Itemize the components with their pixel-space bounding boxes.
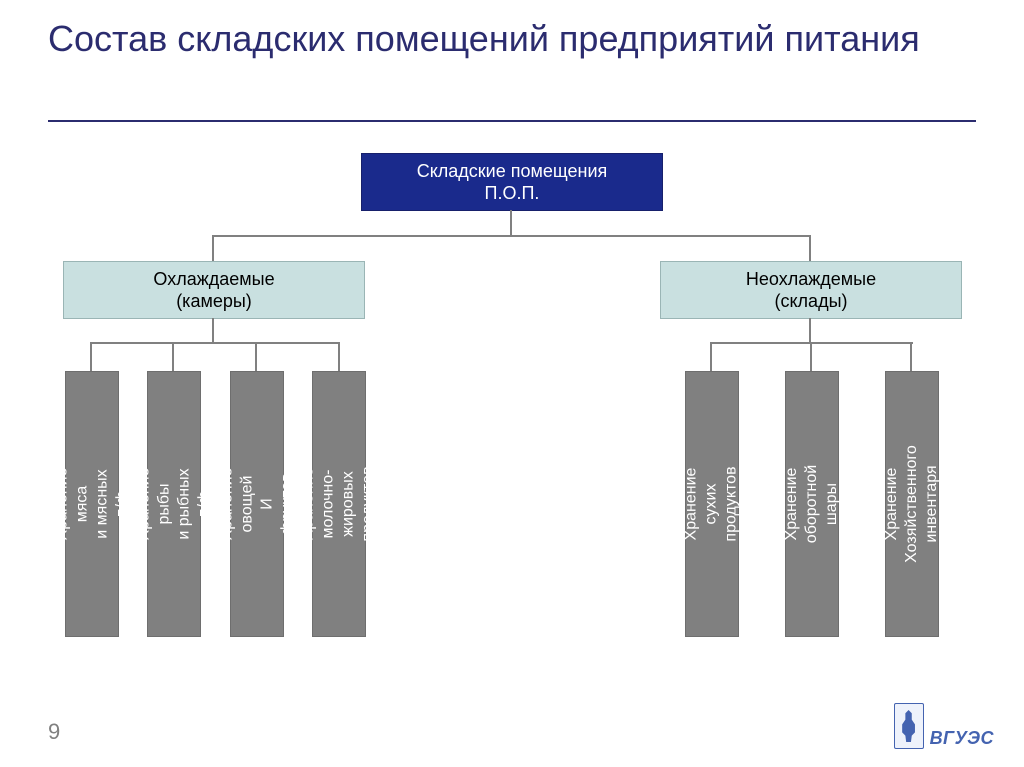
page-number: 9 <box>48 719 60 745</box>
leaf-label: Хранение овощей И фруктов <box>217 468 297 541</box>
connector <box>810 342 812 371</box>
connector <box>90 342 340 344</box>
logo: ВГУЭС <box>894 703 994 749</box>
connector <box>90 342 92 371</box>
leaf-node: Хранение сухих продуктов <box>685 371 739 637</box>
leaf-node: Хранение мяса и мясных п/ф <box>65 371 119 637</box>
connector <box>510 210 512 235</box>
leaf-label: Хранение мяса и мясных п/ф <box>52 468 132 541</box>
connector <box>710 342 712 371</box>
leaf-label: Хранение рыбы и рыбных п/ф <box>134 468 214 541</box>
title-underline <box>48 120 976 122</box>
connector <box>809 235 811 261</box>
root-node: Складские помещения П.О.П. <box>361 153 663 211</box>
leaf-label: Хранение Хозяйственного инвентаря <box>882 445 942 563</box>
connector <box>172 342 174 371</box>
connector <box>338 342 340 371</box>
logo-text: ВГУЭС <box>930 728 994 749</box>
logo-icon <box>894 703 924 749</box>
connector <box>910 342 912 371</box>
connector <box>212 235 214 261</box>
connector <box>255 342 257 371</box>
leaf-node: Хранение овощей И фруктов <box>230 371 284 637</box>
leaf-node: Хранение Хозяйственного инвентаря <box>885 371 939 637</box>
connector <box>809 318 811 342</box>
leaf-label: Хранение молочно- жировых продуктов <box>299 466 379 541</box>
leaf-node: Хранение молочно- жировых продуктов <box>312 371 366 637</box>
leaf-node: Хранение оборотной шары <box>785 371 839 637</box>
slide-title: Состав складских помещений предприятий п… <box>48 16 920 61</box>
connector <box>212 318 214 342</box>
leaf-node: Хранение рыбы и рыбных п/ф <box>147 371 201 637</box>
connector <box>213 235 811 237</box>
group-box-right: Неохлаждемые (склады) <box>660 261 962 319</box>
leaf-label: Хранение сухих продуктов <box>682 466 742 541</box>
group-box-left: Охлаждаемые (камеры) <box>63 261 365 319</box>
leaf-label: Хранение оборотной шары <box>782 465 842 543</box>
